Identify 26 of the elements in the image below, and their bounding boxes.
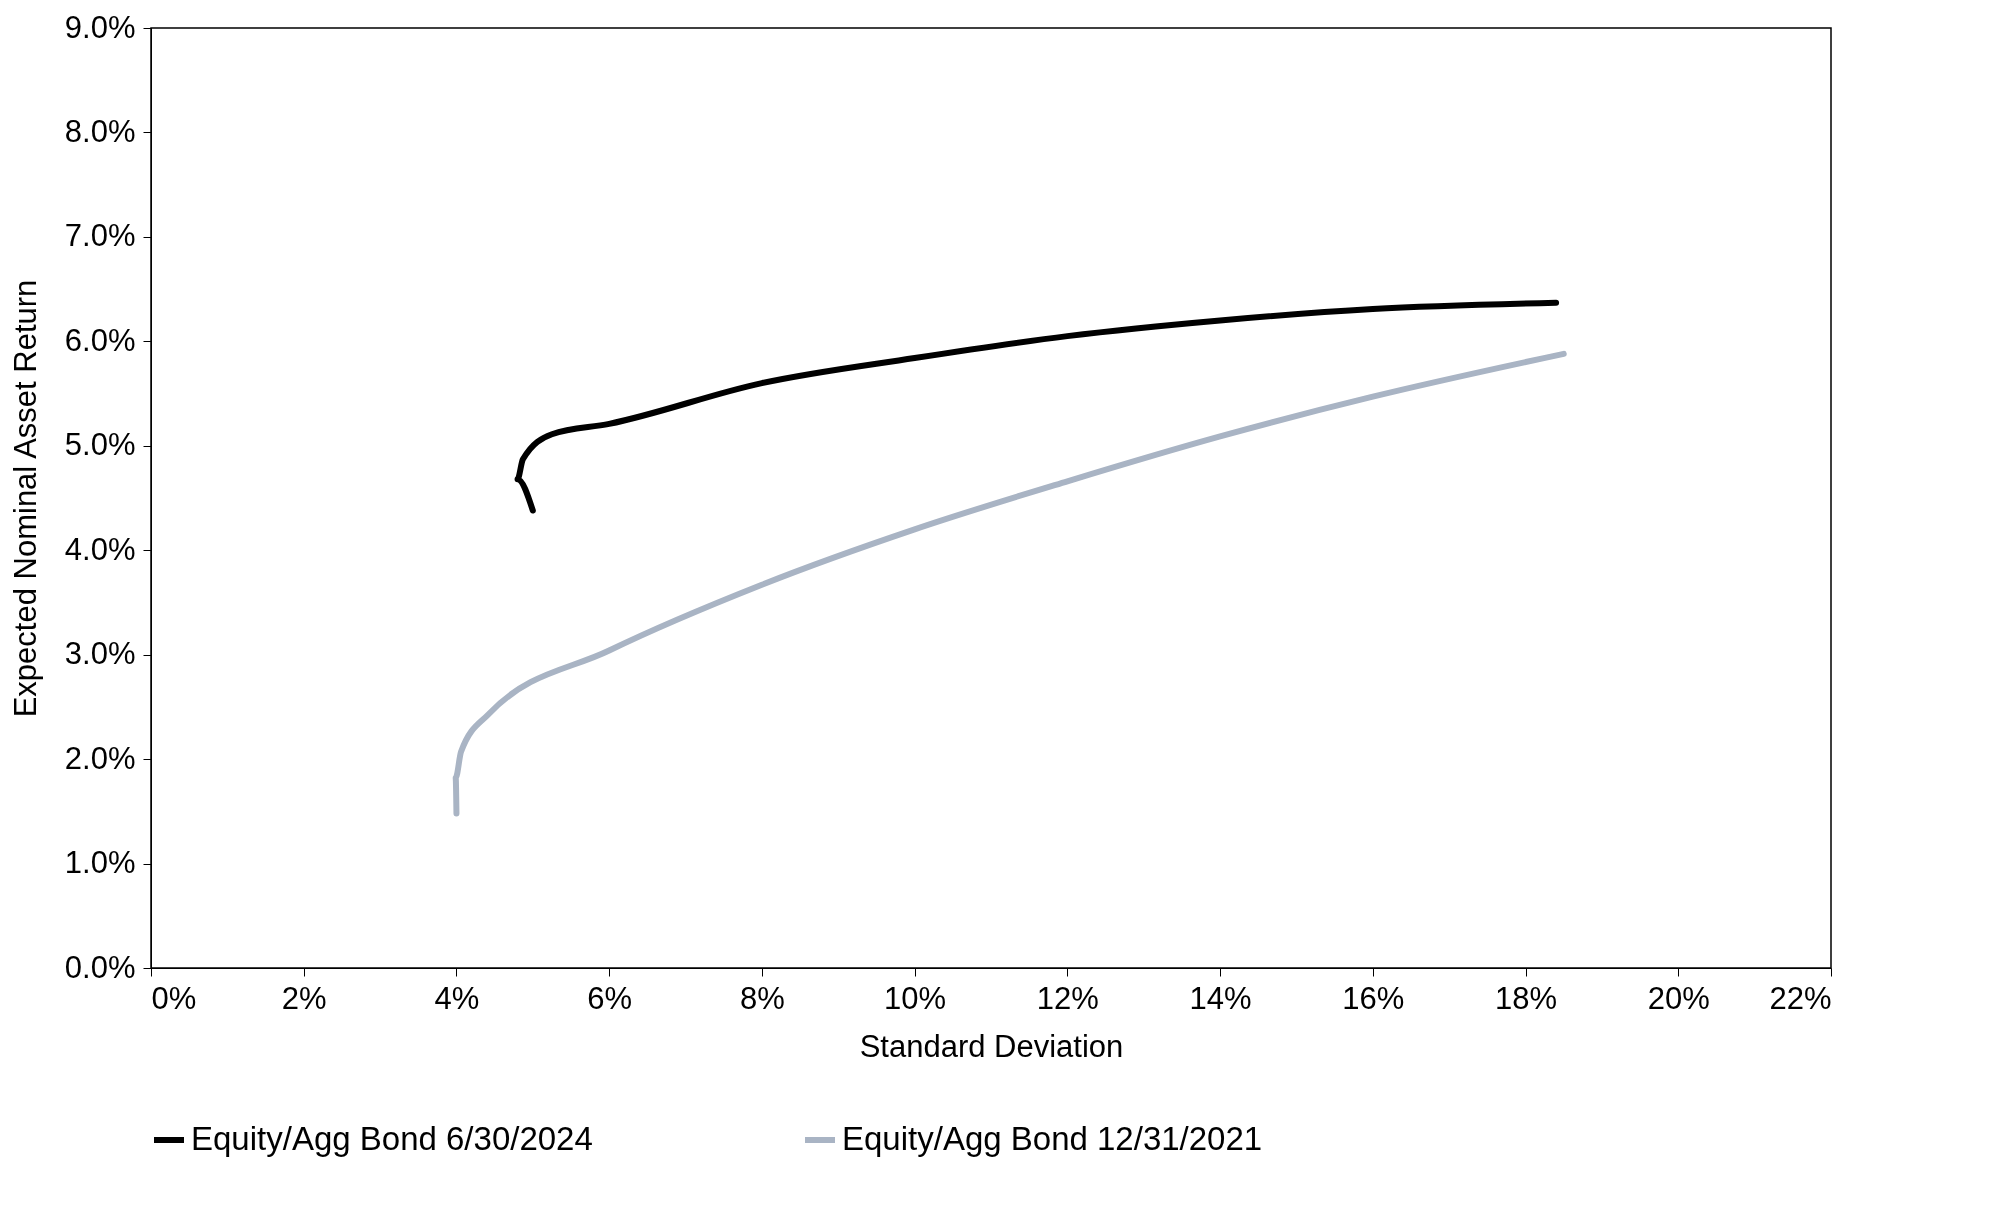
y-tick-label: 6.0%: [64, 322, 136, 358]
x-tick-label: 0%: [151, 980, 197, 1016]
y-tick-label: 4.0%: [64, 531, 136, 567]
x-tick-label: 2%: [281, 980, 327, 1016]
x-tick-label: 10%: [884, 980, 947, 1016]
x-axis-title: Standard Deviation: [859, 1028, 1124, 1064]
y-tick-label: 0.0%: [64, 949, 136, 985]
x-tick-label: 22%: [1769, 980, 1832, 1016]
x-tick-label: 6%: [587, 980, 633, 1016]
x-tick-label: 20%: [1647, 980, 1710, 1016]
x-tick-label: 14%: [1189, 980, 1252, 1016]
y-tick-label: 7.0%: [64, 218, 136, 254]
y-tick-label: 1.0%: [64, 845, 136, 881]
x-tick-label: 4%: [434, 980, 480, 1016]
y-axis-title: Expected Nominal Asset Return: [7, 279, 43, 718]
legend-label: Equity/Agg Bond 12/31/2021: [842, 1120, 1263, 1157]
x-tick-label: 12%: [1036, 980, 1099, 1016]
x-tick-label: 18%: [1495, 980, 1558, 1016]
y-tick-label: 8.0%: [64, 113, 136, 149]
y-tick-label: 2.0%: [64, 740, 136, 776]
y-tick-label: 5.0%: [64, 427, 136, 463]
y-tick-label: 9.0%: [64, 9, 136, 45]
y-tick-label: 3.0%: [64, 636, 136, 672]
x-tick-label: 16%: [1342, 980, 1405, 1016]
x-tick-label: 8%: [740, 980, 785, 1016]
legend-label: Equity/Agg Bond 6/30/2024: [191, 1120, 593, 1157]
